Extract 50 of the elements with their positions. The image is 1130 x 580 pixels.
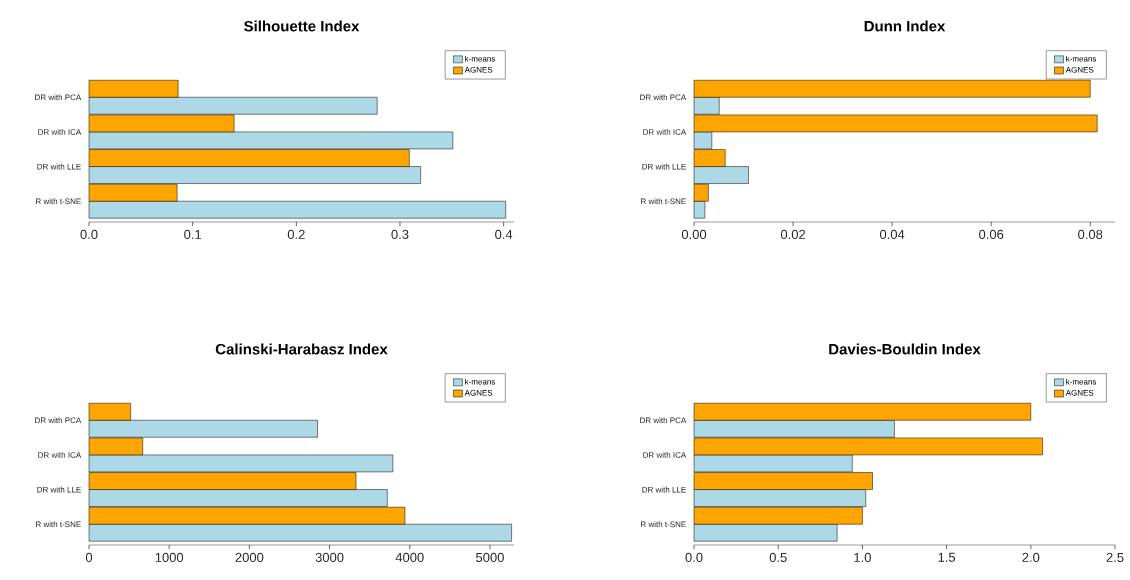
- y-tick-label: DR with PCA: [640, 417, 687, 424]
- y-tick-label: R with t-SNE: [641, 521, 686, 528]
- chart-title: Davies-Bouldin Index: [829, 343, 981, 355]
- y-tick-label: DR with PCA: [35, 417, 82, 424]
- x-tick-label: 0.00: [681, 229, 707, 239]
- y-tick-label: DR with LLE: [37, 486, 81, 493]
- x-tick-label: 0.4: [495, 229, 513, 239]
- legend-label: AGNES: [1065, 389, 1094, 396]
- y-tick-label: R with t-SNE: [36, 521, 81, 528]
- x-tick-label: 0: [85, 552, 93, 562]
- y-tick-label: DR with PCA: [35, 94, 82, 101]
- x-tick-label: 0.08: [1078, 229, 1103, 239]
- y-tick-label: R with t-SNE: [641, 198, 686, 205]
- legend-label: k-means: [1066, 55, 1097, 62]
- x-tick-label: 0.1: [184, 229, 202, 239]
- legend-label: k-means: [1066, 378, 1097, 385]
- y-tick-label: DR with ICA: [643, 128, 687, 135]
- x-tick-label: 0.02: [780, 229, 806, 239]
- x-tick-label: 0.3: [391, 229, 409, 239]
- x-tick-label: 4000: [395, 552, 424, 562]
- legend-label: AGNES: [464, 389, 493, 396]
- y-tick-label: DR with LLE: [642, 163, 686, 170]
- x-tick-label: 3000: [315, 552, 344, 562]
- x-tick-label: 0.0: [685, 552, 703, 562]
- x-tick-label: 2.0: [1022, 552, 1040, 562]
- y-tick-label: DR with ICA: [38, 128, 82, 135]
- y-tick-label: DR with ICA: [38, 451, 82, 458]
- x-tick-label: 2.5: [1106, 552, 1124, 562]
- x-tick-label: 1.5: [938, 552, 956, 562]
- x-tick-label: 0.5: [769, 552, 787, 562]
- legend-label: AGNES: [464, 66, 493, 73]
- x-tick-label: 2000: [235, 552, 264, 562]
- y-tick-label: DR with ICA: [643, 451, 687, 458]
- chart-title: Dunn Index: [864, 20, 946, 32]
- y-tick-label: DR with PCA: [640, 94, 687, 101]
- y-tick-label: DR with LLE: [642, 486, 686, 493]
- legend-label: k-means: [465, 378, 496, 385]
- x-tick-label: 0.0: [80, 229, 98, 239]
- legend-label: AGNES: [1065, 66, 1094, 73]
- x-tick-label: 0.04: [879, 229, 905, 239]
- x-tick-label: 0.06: [979, 229, 1004, 239]
- x-tick-label: 0.2: [287, 229, 305, 239]
- chart-title: Calinski-Harabasz Index: [215, 343, 388, 355]
- chart-title: Silhouette Index: [244, 20, 360, 32]
- y-tick-label: R with t-SNE: [36, 198, 81, 205]
- y-tick-label: DR with LLE: [37, 163, 81, 170]
- x-tick-label: 5000: [476, 552, 504, 562]
- x-tick-label: 1000: [155, 552, 184, 562]
- legend-label: k-means: [465, 55, 496, 62]
- x-tick-label: 1.0: [854, 552, 871, 562]
